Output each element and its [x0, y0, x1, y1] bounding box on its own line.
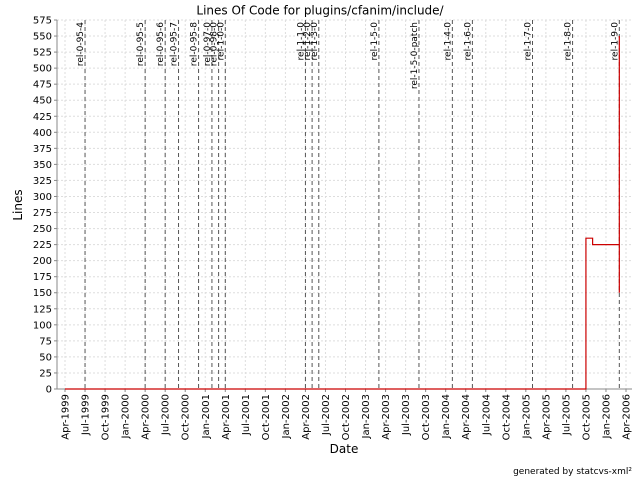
x-tick-label: Apr-2001: [221, 394, 232, 440]
release-label: rel-0-98-0: [210, 22, 220, 66]
x-tick-label: Oct-1999: [101, 394, 112, 440]
release-label: rel-1-1-0: [296, 22, 306, 61]
x-tick-label: Jul-2001: [241, 394, 252, 436]
release-label: rel-1-5-0-patch: [410, 22, 420, 89]
footer: generated by statcvs-xml²: [513, 467, 632, 477]
x-tick-label: Jul-2004: [481, 394, 492, 436]
x-tick-label: Oct-2003: [421, 394, 432, 440]
y-tick-label: 100: [33, 320, 52, 331]
x-tick-label: Jul-1999: [81, 394, 92, 436]
x-tick-label: Jan-2000: [121, 394, 132, 439]
x-tick-label: Jan-2005: [521, 394, 532, 439]
y-tick-label: 500: [33, 64, 52, 75]
x-tick-label: Jan-2004: [441, 394, 452, 439]
release-label: rel-1-4-0: [443, 22, 453, 61]
release-label: rel-1-0-0: [216, 22, 226, 61]
x-tick-label: Oct-2002: [341, 394, 352, 440]
x-tick-label: Apr-1999: [61, 394, 72, 440]
release-label: rel-0-95-7: [170, 22, 180, 66]
release-label: rel-0-97-0: [203, 22, 213, 66]
chart-title: Lines Of Code for plugins/cfanim/include…: [196, 4, 444, 18]
x-tick-label: Jul-2003: [401, 394, 412, 436]
x-tick-label: Oct-2000: [181, 394, 192, 440]
plot-area: [57, 20, 632, 389]
x-tick-label: Oct-2004: [501, 394, 512, 440]
x-tick-label: Jan-2002: [281, 394, 292, 439]
y-tick-label: 450: [33, 96, 52, 107]
x-tick-label: Oct-2005: [581, 394, 592, 440]
release-label: rel-1-6-0: [463, 22, 473, 61]
y-tick-label: 300: [33, 192, 52, 203]
y-tick-label: 400: [33, 128, 52, 139]
y-tick-label: 75: [39, 336, 52, 347]
y-tick-label: 175: [33, 272, 52, 283]
y-axis-title: Lines: [11, 189, 25, 220]
release-label: rel-0-95-4: [76, 22, 86, 66]
x-tick-label: Apr-2003: [381, 394, 392, 440]
y-tick-label: 125: [33, 304, 52, 315]
x-tick-label: Apr-2002: [301, 394, 312, 440]
release-label: rel-1-8-0: [564, 22, 574, 61]
y-tick-label: 0: [46, 385, 52, 396]
release-label: rel-1-3-0: [310, 22, 320, 61]
x-tick-label: Apr-2000: [141, 394, 152, 440]
x-axis-title: Date: [330, 442, 359, 456]
release-label: rel-1-5-0: [370, 22, 380, 61]
y-tick-label: 225: [33, 240, 52, 251]
y-tick-label: 150: [33, 288, 52, 299]
x-tick-label: Oct-2001: [261, 394, 272, 440]
x-tick-label: Jul-2000: [161, 394, 172, 436]
release-label: rel-0-95-6: [156, 22, 166, 66]
x-tick-label: Jan-2006: [601, 394, 612, 439]
x-tick-label: Apr-2006: [622, 394, 633, 440]
y-tick-label: 50: [39, 352, 52, 363]
y-tick-label: 375: [33, 144, 52, 155]
x-tick-label: Apr-2005: [541, 394, 552, 440]
release-label: rel-1-2-0: [303, 22, 313, 61]
x-tick-label: Jul-2002: [321, 394, 332, 436]
y-tick-label: 575: [33, 16, 52, 27]
x-tick-label: Jan-2001: [201, 394, 212, 439]
y-tick-label: 325: [33, 176, 52, 187]
y-tick-label: 425: [33, 112, 52, 123]
release-label: rel-0-95-5: [136, 22, 146, 66]
release-label: rel-0-95-8: [190, 22, 200, 66]
y-tick-label: 350: [33, 160, 52, 171]
x-tick-label: Apr-2004: [461, 394, 472, 440]
release-label: rel-1-9-0: [610, 22, 620, 61]
y-tick-label: 275: [33, 208, 52, 219]
y-tick-label: 550: [33, 32, 52, 43]
x-tick-label: Jul-2005: [561, 394, 572, 436]
data-line: [65, 36, 620, 390]
y-tick-label: 525: [33, 48, 52, 59]
release-label: rel-1-7-0: [524, 22, 534, 61]
y-tick-label: 200: [33, 256, 52, 267]
y-tick-label: 250: [33, 224, 52, 235]
x-tick-label: Jan-2003: [361, 394, 372, 439]
y-tick-label: 475: [33, 80, 52, 91]
y-tick-label: 25: [39, 368, 52, 379]
